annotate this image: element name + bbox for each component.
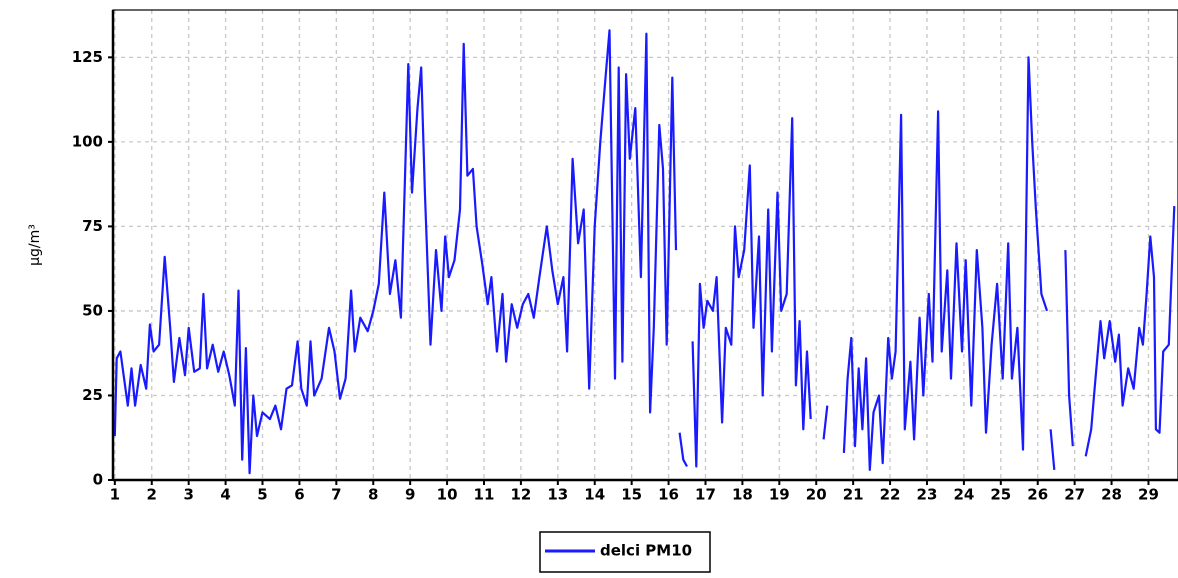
x-tick-label: 27 <box>1064 486 1085 504</box>
x-tick-label: 2 <box>147 486 157 504</box>
x-tick-label: 19 <box>769 486 790 504</box>
x-tick-label: 10 <box>437 486 458 504</box>
y-tick-label: 50 <box>82 301 103 319</box>
y-tick-label: 100 <box>72 132 103 150</box>
x-tick-label: 17 <box>695 486 716 504</box>
x-tick-label: 29 <box>1138 486 1159 504</box>
x-tick-label: 1 <box>110 486 120 504</box>
x-tick-label: 15 <box>621 486 642 504</box>
x-tick-label: 25 <box>990 486 1011 504</box>
x-tick-label: 7 <box>331 486 341 504</box>
y-axis-label: µg/m³ <box>27 224 43 266</box>
x-tick-label: 13 <box>547 486 568 504</box>
y-tick-label: 125 <box>72 48 103 66</box>
x-tick-label: 20 <box>806 486 827 504</box>
x-tick-label: 23 <box>917 486 938 504</box>
x-tick-label: 11 <box>474 486 495 504</box>
x-tick-label: 21 <box>843 486 864 504</box>
x-tick-label: 28 <box>1101 486 1122 504</box>
x-tick-label: 14 <box>584 486 605 504</box>
x-tick-label: 18 <box>732 486 753 504</box>
x-tick-label: 4 <box>220 486 230 504</box>
x-tick-label: 8 <box>368 486 378 504</box>
x-tick-label: 16 <box>658 486 679 504</box>
y-tick-label: 25 <box>82 386 103 404</box>
x-tick-label: 6 <box>294 486 304 504</box>
x-tick-label: 5 <box>257 486 267 504</box>
x-tick-label: 24 <box>953 486 974 504</box>
y-tick-label: 75 <box>82 217 103 235</box>
legend-label: delci PM10 <box>600 542 692 560</box>
x-tick-label: 26 <box>1027 486 1048 504</box>
x-tick-label: 22 <box>880 486 901 504</box>
x-tick-label: 3 <box>183 486 193 504</box>
y-tick-label: 0 <box>93 471 103 489</box>
data-line <box>113 29 1176 475</box>
x-tick-label: 9 <box>405 486 415 504</box>
x-tick-label: 12 <box>510 486 531 504</box>
